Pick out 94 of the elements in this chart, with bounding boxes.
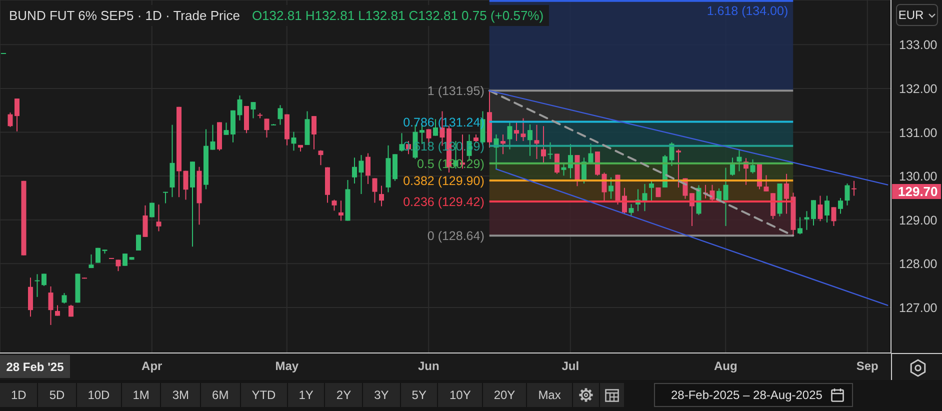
candlestick: [379, 185, 384, 207]
candlestick: [838, 197, 843, 214]
candlestick: [318, 150, 324, 166]
y-tick-label: 130.00: [899, 170, 938, 184]
candlestick: [500, 134, 506, 155]
range-button: 6M: [201, 383, 241, 407]
candlestick: [642, 183, 648, 212]
candlestick: [764, 174, 769, 192]
candlestick: [250, 102, 256, 119]
range-button: 20Y: [482, 383, 528, 407]
candlestick: [62, 292, 67, 304]
date-range-field: 28-Feb-2025 – 28-Aug-2025: [654, 383, 853, 407]
range-button: 10D: [76, 383, 122, 407]
candlestick: [750, 158, 756, 174]
candlestick: [534, 124, 540, 160]
candlestick: [88, 254, 94, 269]
candlestick: [312, 116, 316, 150]
candlestick: [649, 180, 654, 203]
x-tick-label: Apr: [142, 359, 163, 373]
candlestick: [116, 259, 121, 272]
candlestick: [156, 204, 162, 232]
candlestick: [824, 195, 830, 223]
range-button: 1D: [0, 383, 38, 407]
x-tick-label: Aug: [714, 359, 738, 373]
candlestick: [183, 170, 188, 200]
candlestick: [736, 150, 742, 172]
y-tick-label: 128.00: [899, 257, 938, 272]
ref-line-label: 0 (128.64): [427, 229, 484, 244]
candlestick: [798, 216, 802, 235]
range-button: YTD: [240, 383, 288, 407]
x-tick-label: Jun: [418, 359, 440, 373]
candlestick: [723, 167, 728, 226]
range-button: 3M: [161, 383, 202, 407]
y-tick-label: 133.00: [899, 38, 938, 52]
candlestick: [237, 94, 242, 121]
candlestick: [55, 304, 60, 316]
range-button: 5Y: [400, 383, 438, 407]
range-button: 5D: [38, 383, 77, 407]
candlestick: [507, 122, 512, 150]
range-button: Max: [527, 383, 573, 407]
x-tick-label: May: [275, 359, 299, 373]
candlestick: [541, 126, 546, 163]
candlestick: [358, 154, 364, 195]
candlestick: [48, 286, 54, 326]
ref-line-label: 1 (131.95): [427, 84, 484, 98]
candlestick: [338, 200, 344, 222]
candlestick: [676, 148, 681, 188]
candlestick: [514, 122, 519, 142]
candlestick: [210, 124, 216, 150]
candlestick: [608, 176, 614, 200]
y-tick-label: 127.00: [899, 300, 938, 315]
candlestick: [142, 204, 148, 238]
ref-line-label: 1.618 (134.00): [706, 4, 788, 18]
range-button: 1M: [122, 383, 162, 407]
range-button: 1Y: [288, 383, 326, 407]
candlestick: [844, 183, 850, 206]
x-tick-label: Jul: [562, 359, 580, 373]
candlestick: [602, 172, 607, 202]
text: O132.81 H132.81 L132.81 C132.81 0.75 (+0.57%): [252, 8, 544, 23]
candlestick: [28, 277, 33, 318]
candlestick: [818, 195, 823, 222]
candlestick: [784, 173, 789, 214]
y-tick-label: 132.00: [899, 82, 938, 96]
y-tick-label: 131.00: [899, 126, 938, 140]
candlestick: [520, 118, 526, 142]
currency-dropdown: EUR: [896, 4, 938, 26]
candlestick: [278, 104, 283, 126]
candlestick: [366, 152, 370, 184]
candlestick: [332, 199, 337, 212]
text: 28 Feb '25: [6, 360, 64, 374]
text: BUND FUT 6% SEP5 · 1D · Trade Price: [9, 8, 240, 23]
candlestick: [554, 153, 560, 174]
candlestick: [628, 204, 634, 216]
candlestick: [548, 142, 553, 160]
x-tick-label: Sep: [856, 359, 878, 373]
candlestick: [264, 118, 270, 138]
candlestick: [352, 157, 357, 184]
candlestick: [433, 118, 438, 136]
ref-line-label: 0.236 (129.42): [403, 194, 484, 209]
candlestick: [372, 178, 378, 204]
y-tick-label: 129.00: [899, 213, 938, 228]
candlestick: [730, 157, 735, 176]
candlestick: [852, 180, 856, 196]
candlestick: [831, 206, 836, 226]
candlestick: [770, 192, 776, 220]
candlestick: [96, 247, 100, 264]
ref-line-label: 0.382 (129.90): [403, 174, 484, 188]
range-button: 3Y: [363, 383, 401, 407]
candlestick: [163, 191, 168, 204]
range-button: 10Y: [438, 383, 483, 407]
candlestick: [528, 124, 532, 156]
text: 129.70: [898, 184, 938, 200]
range-button: 2Y: [325, 383, 364, 407]
candlestick: [291, 131, 296, 152]
